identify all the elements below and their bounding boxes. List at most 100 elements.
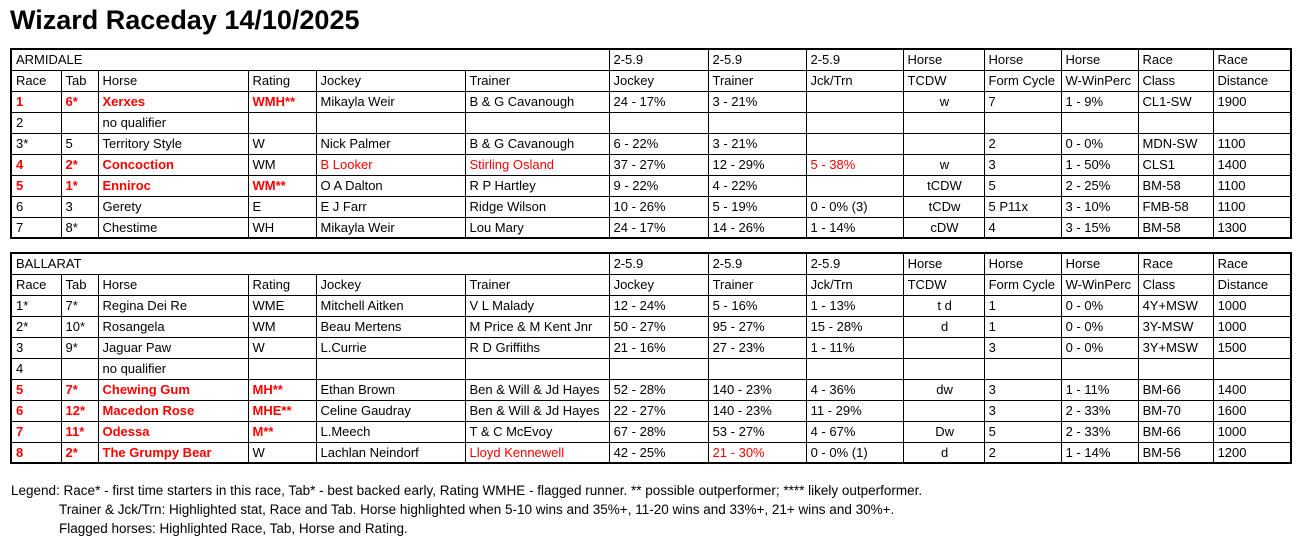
table-cell-jockey: L.Currie xyxy=(315,336,466,359)
table-cell-jockey: Lachlan Neindorf xyxy=(315,441,466,464)
table-cell-trainer xyxy=(707,111,807,134)
table-cell-jockey: 67 - 28% xyxy=(608,420,709,443)
column-header-jockey: Jockey xyxy=(608,273,709,296)
table-cell-distance: 1900 xyxy=(1212,90,1292,113)
race-tables-container: ARMIDALE 2-5.9 2-5.9 2-5.9 Horse Horse Horse Ra… xyxy=(9,48,1299,464)
table-cell-w-winperc: 2 - 33% xyxy=(1060,399,1139,422)
group-header-cell: Horse xyxy=(902,48,985,71)
table-cell-trainer: Ben & Will & Jd Hayes xyxy=(464,399,610,422)
table-cell-trainer: 3 - 21% xyxy=(707,132,807,155)
table-cell-distance: 1100 xyxy=(1212,195,1292,218)
table-cell-rating: MHE** xyxy=(247,399,317,422)
column-header-row: Race Tab Horse Rating Jockey Trainer Jockey Tra… xyxy=(10,69,1292,92)
table-cell-distance: 1400 xyxy=(1212,153,1292,176)
table-cell-w-winperc: 3 - 10% xyxy=(1060,195,1139,218)
table-cell-jck-trn: 0 - 0% (3) xyxy=(805,195,904,218)
column-header-race: Race xyxy=(10,69,62,92)
table-cell-jck-trn: 11 - 29% xyxy=(805,399,904,422)
table-cell-horse: Chestime xyxy=(97,216,249,239)
table-cell-form-cycle: 4 xyxy=(983,216,1062,239)
table-cell-jockey: 22 - 27% xyxy=(608,399,709,422)
table-cell-jck-trn xyxy=(805,132,904,155)
group-header-cell: 2-5.9 xyxy=(805,252,904,275)
legend-line-1: Legend: Race* - first time starters in t… xyxy=(11,483,923,498)
column-header-rating: Rating xyxy=(247,273,317,296)
table-cell-rating: MH** xyxy=(247,378,317,401)
table-cell-horse: Regina Dei Re xyxy=(97,294,249,317)
table-cell-trainer: B & G Cavanough xyxy=(464,90,610,113)
table-cell-trainer: 3 - 21% xyxy=(707,90,807,113)
legend-line-3: Flagged horses: Highlighted Race, Tab, H… xyxy=(59,521,408,536)
table-cell-distance xyxy=(1212,111,1292,134)
table-cell-race: 5 xyxy=(10,174,62,197)
table-cell-trainer: M Price & M Kent Jnr xyxy=(464,315,610,338)
table-cell-jockey: E J Farr xyxy=(315,195,466,218)
table-cell-class: BM-66 xyxy=(1137,378,1214,401)
table-cell-jockey: Nick Palmer xyxy=(315,132,466,155)
table-cell-jockey xyxy=(608,111,709,134)
column-header-distance: Distance xyxy=(1212,273,1292,296)
table-cell-horse: Xerxes xyxy=(97,90,249,113)
table-cell-tab: 10* xyxy=(60,315,99,338)
table-cell-w-winperc: 0 - 0% xyxy=(1060,294,1139,317)
table-cell-form-cycle: 3 xyxy=(983,153,1062,176)
table-cell-tab: 6* xyxy=(60,90,99,113)
table-row: 5 1* Enniroc WM** O A Dalton R P Hartley 9 - 2… xyxy=(10,174,1292,197)
table-row: 3* 5 Territory Style W Nick Palmer B & G Cava… xyxy=(10,132,1292,155)
table-cell-race: 4 xyxy=(10,153,62,176)
table-row: 4 2* Concoction WM B Looker Stirling Osland 37… xyxy=(10,153,1292,176)
table-cell-jck-trn xyxy=(805,90,904,113)
table-cell-class xyxy=(1137,111,1214,134)
table-cell-rating: WME xyxy=(247,294,317,317)
table-cell-tcdw: w xyxy=(902,153,985,176)
column-header-trainer: Trainer xyxy=(464,273,610,296)
group-header-cell: Horse xyxy=(983,252,1062,275)
table-cell-tcdw: Dw xyxy=(902,420,985,443)
table-cell-jck-trn xyxy=(805,357,904,380)
table-cell-rating: WM** xyxy=(247,174,317,197)
table-cell-jockey xyxy=(608,357,709,380)
table-cell-race: 3 xyxy=(10,336,62,359)
table-cell-w-winperc: 1 - 14% xyxy=(1060,441,1139,464)
table-cell-tab: 8* xyxy=(60,216,99,239)
table-cell-w-winperc: 2 - 25% xyxy=(1060,174,1139,197)
table-cell-trainer: 12 - 29% xyxy=(707,153,807,176)
table-cell-trainer: 140 - 23% xyxy=(707,399,807,422)
table-cell-w-winperc: 0 - 0% xyxy=(1060,315,1139,338)
table-row: 8 2* The Grumpy Bear W Lachlan Neindorf Lloyd… xyxy=(10,441,1292,464)
table-cell-class: MDN-SW xyxy=(1137,132,1214,155)
table-cell-form-cycle xyxy=(983,111,1062,134)
table-cell-jck-trn: 4 - 36% xyxy=(805,378,904,401)
table-cell-tcdw xyxy=(902,399,985,422)
table-cell-distance xyxy=(1212,357,1292,380)
table-cell-horse: no qualifier xyxy=(97,111,249,134)
table-cell-jockey: B Looker xyxy=(315,153,466,176)
column-header-tcdw: TCDW xyxy=(902,273,985,296)
table-cell-jck-trn: 5 - 38% xyxy=(805,153,904,176)
table-cell-trainer: Lloyd Kennewell xyxy=(464,441,610,464)
table-cell-w-winperc: 1 - 50% xyxy=(1060,153,1139,176)
table-cell-tcdw: tCDw xyxy=(902,195,985,218)
column-header-jockey: Jockey xyxy=(315,69,466,92)
table-cell-distance: 1000 xyxy=(1212,315,1292,338)
table-cell-distance: 1100 xyxy=(1212,132,1292,155)
table-cell-jockey: Beau Mertens xyxy=(315,315,466,338)
table-row: 6 12* Macedon Rose MHE** Celine Gaudray Ben &… xyxy=(10,399,1292,422)
table-cell-class: 3Y+MSW xyxy=(1137,336,1214,359)
table-cell-distance: 1000 xyxy=(1212,294,1292,317)
table-row: 7 8* Chestime WH Mikayla Weir Lou Mary 24 - 17… xyxy=(10,216,1292,239)
table-cell-distance: 1500 xyxy=(1212,336,1292,359)
table-cell-w-winperc: 1 - 9% xyxy=(1060,90,1139,113)
table-cell-w-winperc: 3 - 15% xyxy=(1060,216,1139,239)
group-header-row: BALLARAT 2-5.9 2-5.9 2-5.9 Horse Horse Horse Ra… xyxy=(10,252,1292,275)
table-cell-trainer: 4 - 22% xyxy=(707,174,807,197)
table-cell-tcdw: dw xyxy=(902,378,985,401)
table-cell-distance: 1600 xyxy=(1212,399,1292,422)
table-cell-distance: 1300 xyxy=(1212,216,1292,239)
table-cell-horse: Concoction xyxy=(97,153,249,176)
table-cell-distance: 1200 xyxy=(1212,441,1292,464)
group-header-cell: Horse xyxy=(902,252,985,275)
table-cell-trainer xyxy=(464,111,610,134)
table-cell-jck-trn: 15 - 28% xyxy=(805,315,904,338)
table-cell-jockey: 24 - 17% xyxy=(608,216,709,239)
